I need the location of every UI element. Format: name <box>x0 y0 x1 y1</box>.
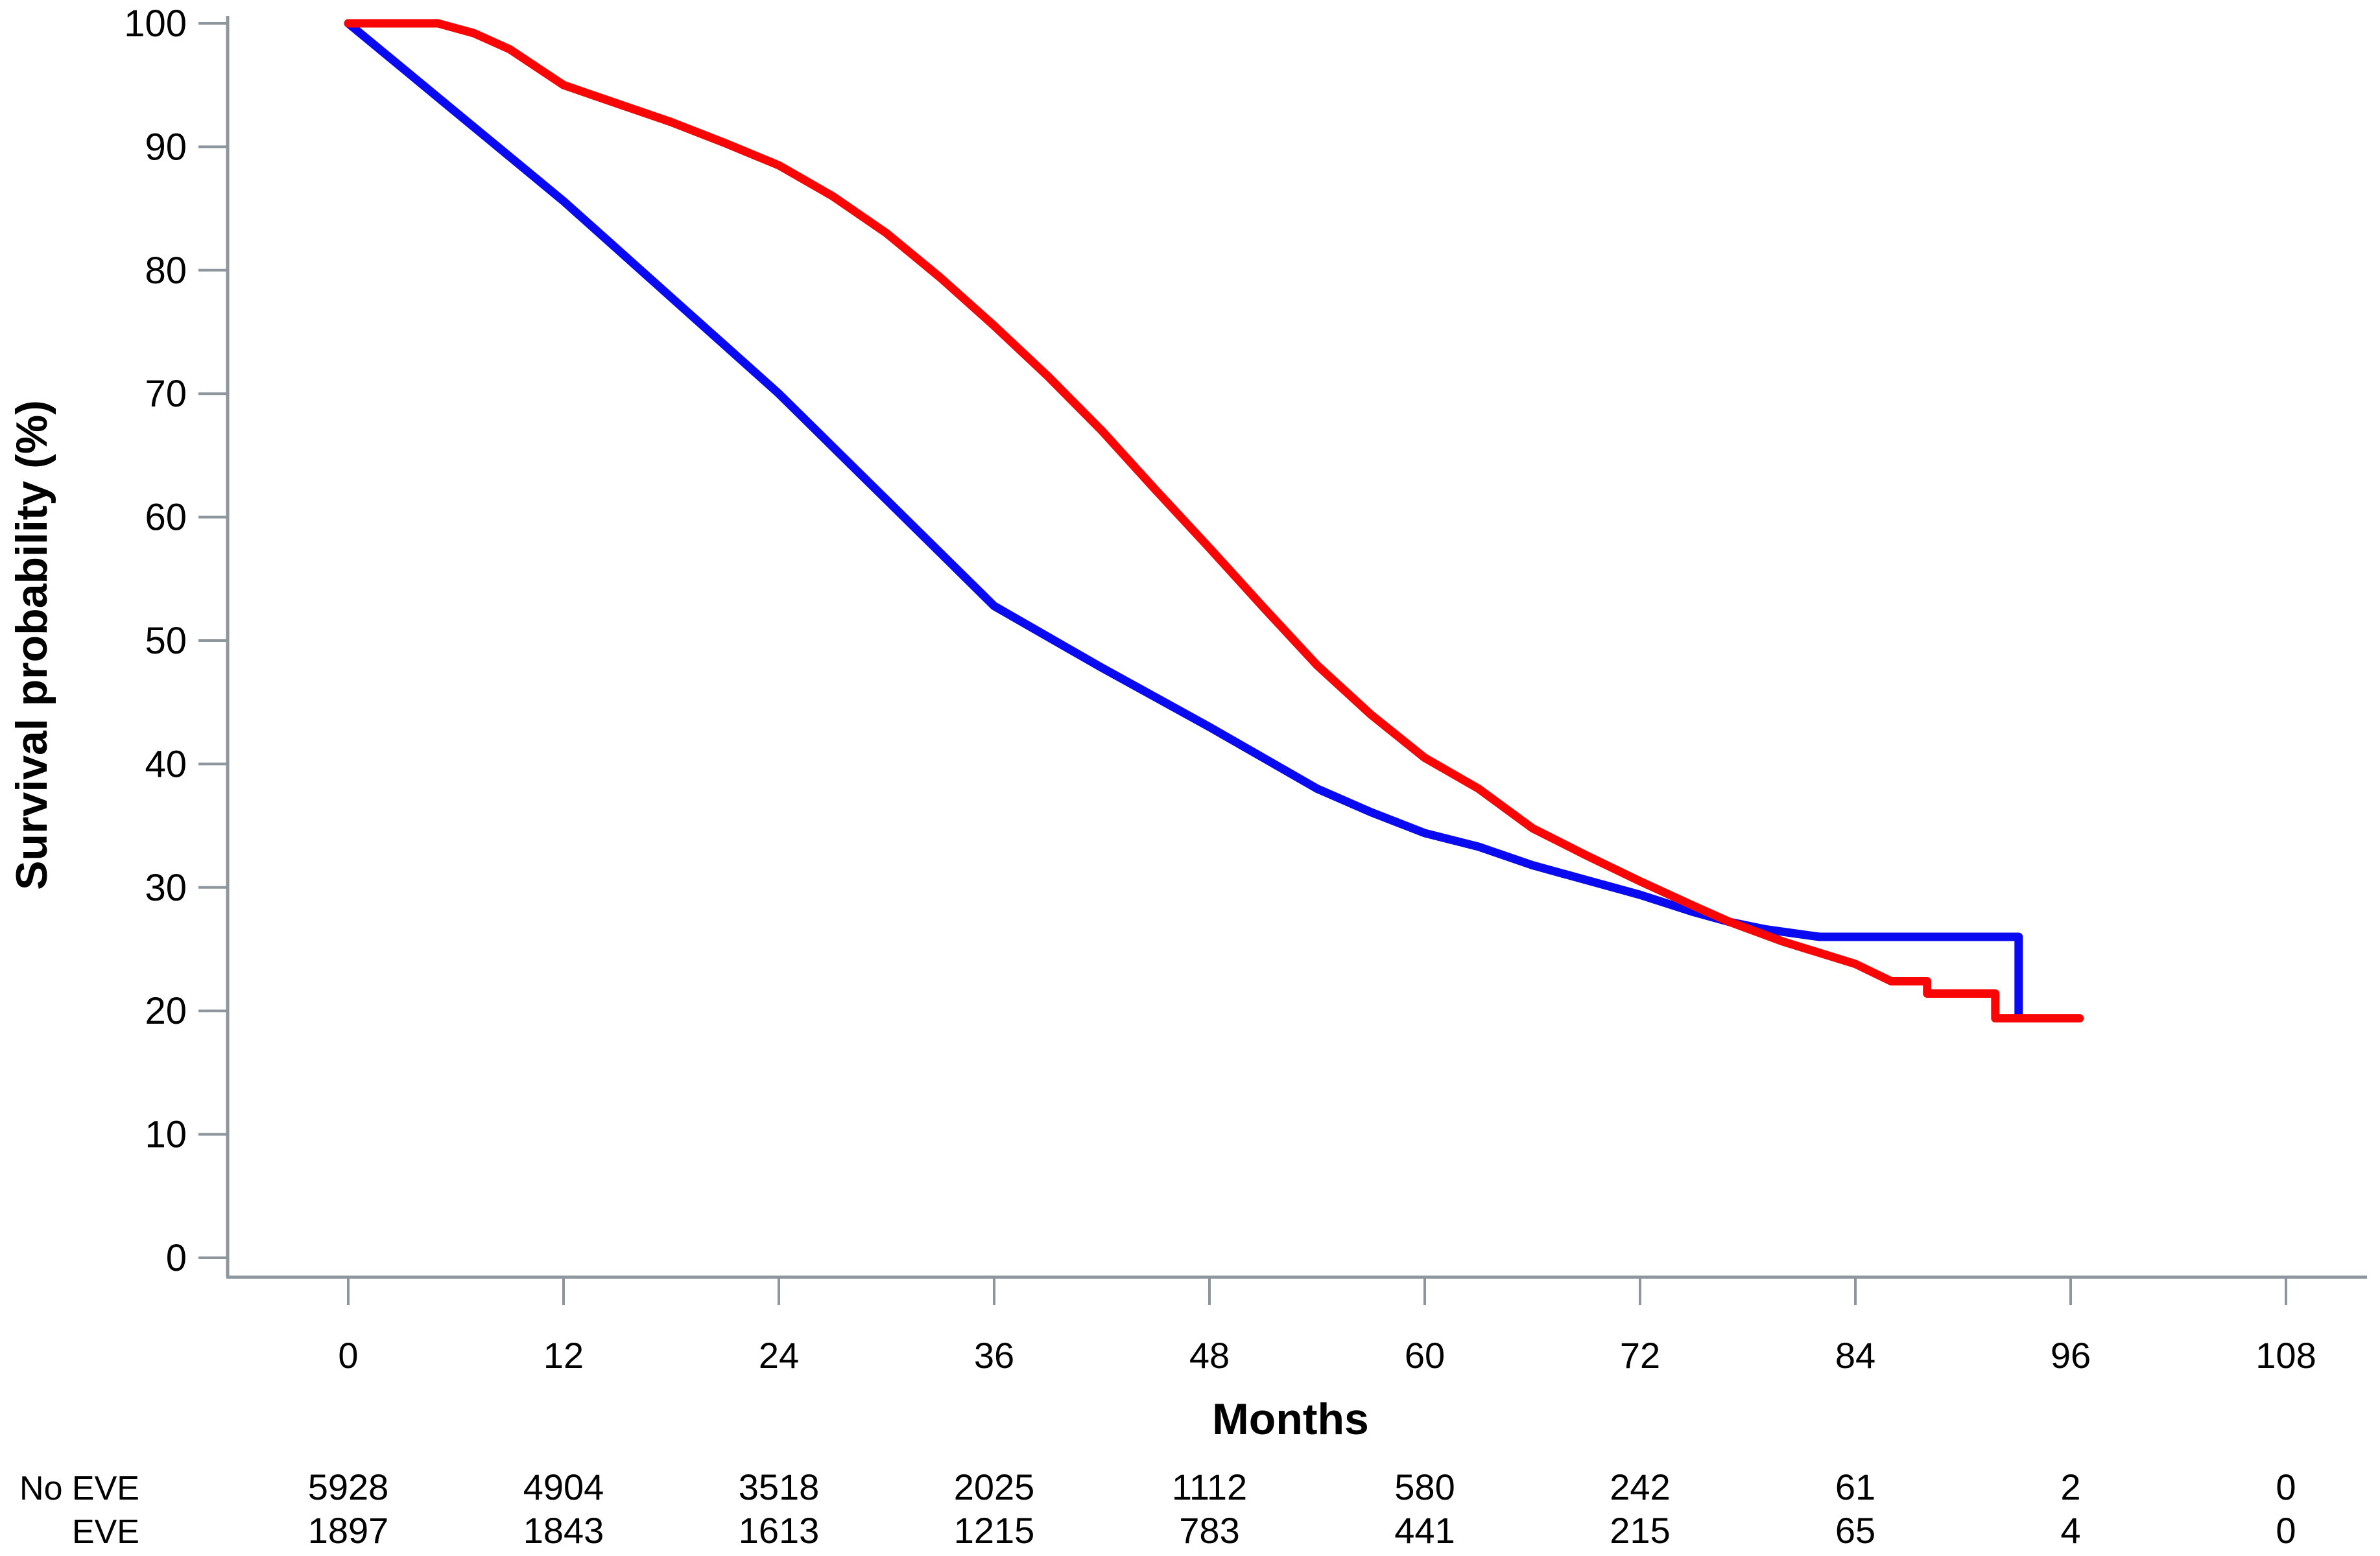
risk-count: 1843 <box>523 1510 604 1551</box>
y-axis-title: Survival probability (%) <box>7 400 56 890</box>
number-at-risk-table: No EVE 5928 4904 3518 2025 1112 580 242 61 2 0 EVE 1… <box>19 1467 2296 1551</box>
survival-curves <box>344 19 2084 1023</box>
y-tick-label: 90 <box>145 126 187 168</box>
risk-count: 580 <box>1394 1467 1455 1507</box>
y-tick-label: 50 <box>145 620 187 662</box>
risk-count: 1215 <box>954 1510 1035 1551</box>
x-tick-label: 36 <box>974 1335 1014 1376</box>
risk-count: 1897 <box>308 1510 389 1551</box>
x-tick-label: 96 <box>2051 1335 2091 1376</box>
risk-count: 4 <box>2060 1510 2080 1551</box>
y-tick-label: 60 <box>145 497 187 539</box>
risk-count: 0 <box>2276 1467 2296 1507</box>
risk-row-label-no-eve: No EVE <box>19 1470 139 1507</box>
y-tick-label: 30 <box>145 867 187 909</box>
risk-count: 1613 <box>739 1510 820 1551</box>
curve-eve <box>344 19 2084 1023</box>
risk-count: 0 <box>2276 1510 2296 1551</box>
risk-count: 5928 <box>308 1467 389 1507</box>
risk-count: 65 <box>1835 1510 1875 1551</box>
x-tick-label: 0 <box>338 1335 358 1376</box>
x-tick-label: 108 <box>2255 1335 2316 1376</box>
risk-count: 215 <box>1610 1510 1670 1551</box>
x-tick-label: 60 <box>1405 1335 1445 1376</box>
y-tick-label: 70 <box>145 373 187 415</box>
x-tick-label: 24 <box>759 1335 799 1376</box>
curve-no-eve <box>344 19 2023 1019</box>
risk-count: 1112 <box>1172 1467 1247 1507</box>
risk-count: 2025 <box>954 1467 1035 1507</box>
risk-count: 783 <box>1179 1510 1239 1551</box>
risk-count: 3518 <box>739 1467 820 1507</box>
x-axis-title: Months <box>1212 1395 1369 1444</box>
axes: 0 10 20 30 40 50 60 70 80 90 100 0 12 24 36 48 60 72 84 96 1… <box>124 3 2367 1376</box>
y-tick-label: 100 <box>124 3 187 45</box>
risk-count: 242 <box>1610 1467 1670 1507</box>
x-tick-label: 72 <box>1620 1335 1660 1376</box>
risk-count: 61 <box>1835 1467 1875 1507</box>
y-tick-label: 20 <box>145 990 187 1032</box>
y-tick-label: 40 <box>145 743 187 785</box>
risk-row-label-eve: EVE <box>72 1513 139 1551</box>
risk-count: 2 <box>2060 1467 2080 1507</box>
y-tick-label: 10 <box>145 1114 187 1156</box>
y-tick-label: 0 <box>166 1237 187 1279</box>
y-tick-label: 80 <box>145 250 187 292</box>
x-tick-label: 48 <box>1189 1335 1230 1376</box>
risk-count: 441 <box>1394 1510 1455 1551</box>
risk-count: 4904 <box>523 1467 604 1507</box>
x-tick-label: 84 <box>1835 1335 1875 1376</box>
x-tick-label: 12 <box>543 1335 584 1376</box>
